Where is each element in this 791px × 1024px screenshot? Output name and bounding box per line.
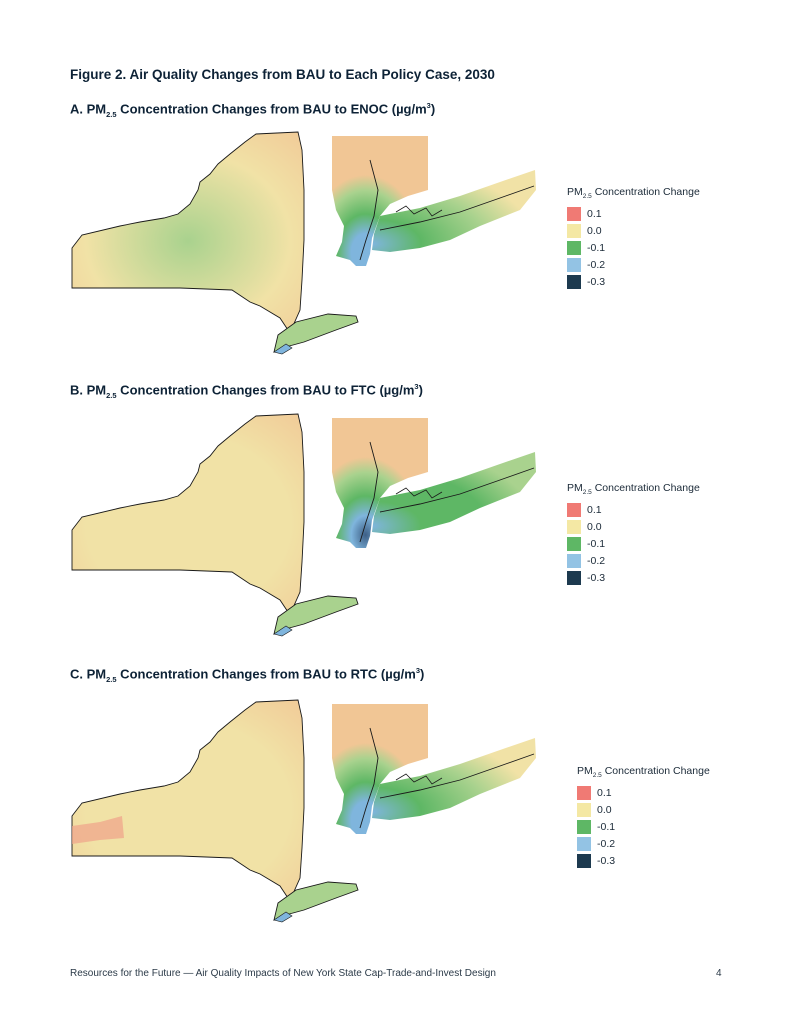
inset-long-island [372, 170, 536, 252]
legend-item: 0.1 [567, 501, 700, 518]
coastline [379, 753, 535, 799]
legend-item: -0.1 [577, 818, 710, 835]
nyc-shape [273, 911, 293, 923]
river-boundary [359, 159, 379, 261]
coastline [379, 185, 535, 231]
legend-swatch [567, 536, 581, 551]
legend-swatch [567, 502, 581, 517]
footer-text: Resources for the Future — Air Quality I… [70, 968, 496, 979]
nyc-shape [273, 343, 293, 355]
inset-long-island [372, 452, 536, 534]
legend-swatch [577, 802, 591, 817]
coastline [379, 467, 535, 513]
legend-swatch [577, 819, 591, 834]
legend-item: 0.1 [567, 205, 700, 222]
legend-swatch [577, 785, 591, 800]
panel-c-map [71, 699, 536, 923]
legend-swatch [567, 257, 581, 272]
shoreline-detail [395, 773, 443, 785]
legend-item: 0.0 [577, 801, 710, 818]
panel-a-legend: PM2.5 Concentration Change 0.1 0.0 -0.1 … [567, 186, 700, 290]
legend-item: 0.0 [567, 518, 700, 535]
panel-a-title: A. PM2.5 Concentration Changes from BAU … [70, 101, 436, 119]
legend-item: -0.3 [577, 852, 710, 869]
panel-c-legend: PM2.5 Concentration Change 0.1 0.0 -0.1 … [577, 765, 710, 869]
page-number: 4 [716, 968, 722, 979]
panel-a-map [71, 131, 536, 355]
inset-region [332, 704, 428, 834]
shoreline-detail [395, 487, 443, 499]
legend-item: 0.0 [567, 222, 700, 239]
inset-region [332, 136, 428, 266]
inset-region [332, 418, 428, 548]
legend-swatch [567, 223, 581, 238]
ny-state-shape [71, 699, 305, 899]
ny-state-shape [71, 131, 305, 331]
figure-title: Figure 2. Air Quality Changes from BAU t… [70, 67, 495, 82]
legend-swatch [567, 206, 581, 221]
warm-region [72, 816, 124, 844]
legend-swatch [567, 274, 581, 289]
shoreline-detail [395, 205, 443, 217]
legend-item: -0.3 [567, 273, 700, 290]
legend-swatch [577, 853, 591, 868]
legend-title: PM2.5 Concentration Change [567, 482, 700, 497]
legend-item: -0.2 [567, 552, 700, 569]
legend-item: -0.2 [567, 256, 700, 273]
legend-item: 0.1 [577, 784, 710, 801]
legend-swatch [567, 240, 581, 255]
inset-long-island [372, 738, 536, 820]
panel-b-title: B. PM2.5 Concentration Changes from BAU … [70, 382, 423, 400]
legend-item: -0.2 [577, 835, 710, 852]
legend-item: -0.1 [567, 239, 700, 256]
panel-c-title: C. PM2.5 Concentration Changes from BAU … [70, 666, 425, 684]
legend-item: -0.1 [567, 535, 700, 552]
legend-swatch [567, 519, 581, 534]
panel-b-legend: PM2.5 Concentration Change 0.1 0.0 -0.1 … [567, 482, 700, 586]
legend-item: -0.3 [567, 569, 700, 586]
legend-swatch [567, 570, 581, 585]
river-boundary [359, 727, 379, 829]
nyc-shape [273, 625, 293, 637]
panel-b-map [71, 413, 536, 637]
legend-title: PM2.5 Concentration Change [567, 186, 700, 201]
river-boundary [359, 441, 379, 543]
legend-title: PM2.5 Concentration Change [577, 765, 710, 780]
legend-swatch [567, 553, 581, 568]
ny-state-shape [71, 413, 305, 613]
legend-swatch [577, 836, 591, 851]
